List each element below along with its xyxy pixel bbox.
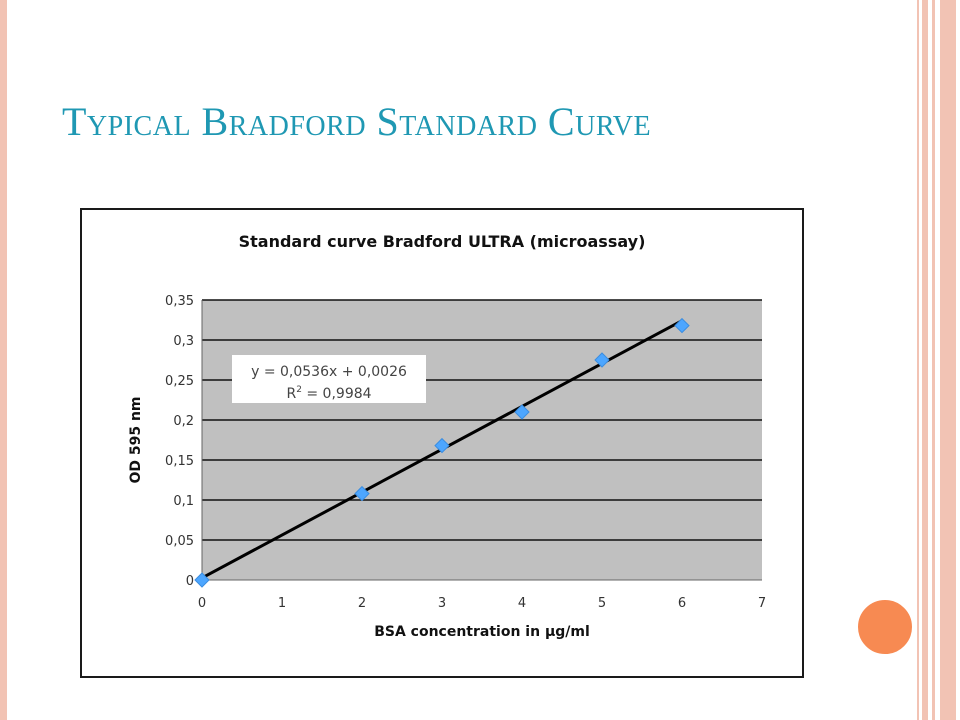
data-point — [434, 437, 450, 454]
x-tick-label: 6 — [678, 596, 686, 611]
x-axis-label: BSA concentration in µg/ml — [374, 624, 590, 640]
x-tick-label: 4 — [518, 596, 526, 611]
y-tick-label: 0,2 — [173, 414, 194, 429]
decorative-stripe — [922, 0, 928, 720]
y-tick-label: 0,1 — [173, 494, 194, 509]
data-point — [514, 404, 530, 420]
x-tick-label: 3 — [438, 596, 446, 611]
decorative-stripe — [932, 0, 935, 720]
r-squared-label: R2 = 0,9984 — [286, 385, 371, 402]
data-point — [194, 572, 210, 588]
y-tick-label: 0 — [186, 574, 194, 589]
y-tick-label: 0,15 — [165, 454, 194, 469]
data-point — [594, 352, 610, 368]
slide-title: Typical Bradford Standard Curve — [62, 99, 652, 144]
trendline-equation: y = 0,0536x + 0,0026 — [251, 364, 407, 380]
y-tick-label: 0,3 — [173, 334, 194, 349]
y-tick-label: 0,35 — [165, 294, 194, 309]
y-axis-label: OD 595 nm — [128, 396, 144, 483]
data-point — [354, 485, 370, 502]
y-tick-label: 0,25 — [165, 374, 194, 389]
decorative-circle — [856, 598, 914, 656]
x-tick-label: 0 — [198, 596, 206, 611]
x-tick-label: 5 — [598, 596, 606, 611]
chart-container: Standard curve Bradford ULTRA (microassa… — [80, 208, 804, 678]
chart-title: Standard curve Bradford ULTRA (microassa… — [239, 232, 646, 251]
x-tick-label: 7 — [758, 596, 766, 611]
equation-box — [232, 355, 426, 403]
y-tick-label: 0,05 — [165, 534, 194, 549]
decorative-stripe — [940, 0, 956, 720]
data-point — [674, 317, 690, 334]
plot-area — [202, 300, 762, 580]
slide-frame — [0, 0, 919, 720]
x-tick-label: 1 — [278, 596, 286, 611]
x-tick-label: 2 — [358, 596, 366, 611]
scatter-chart: Standard curve Bradford ULTRA (microassa… — [128, 232, 766, 640]
